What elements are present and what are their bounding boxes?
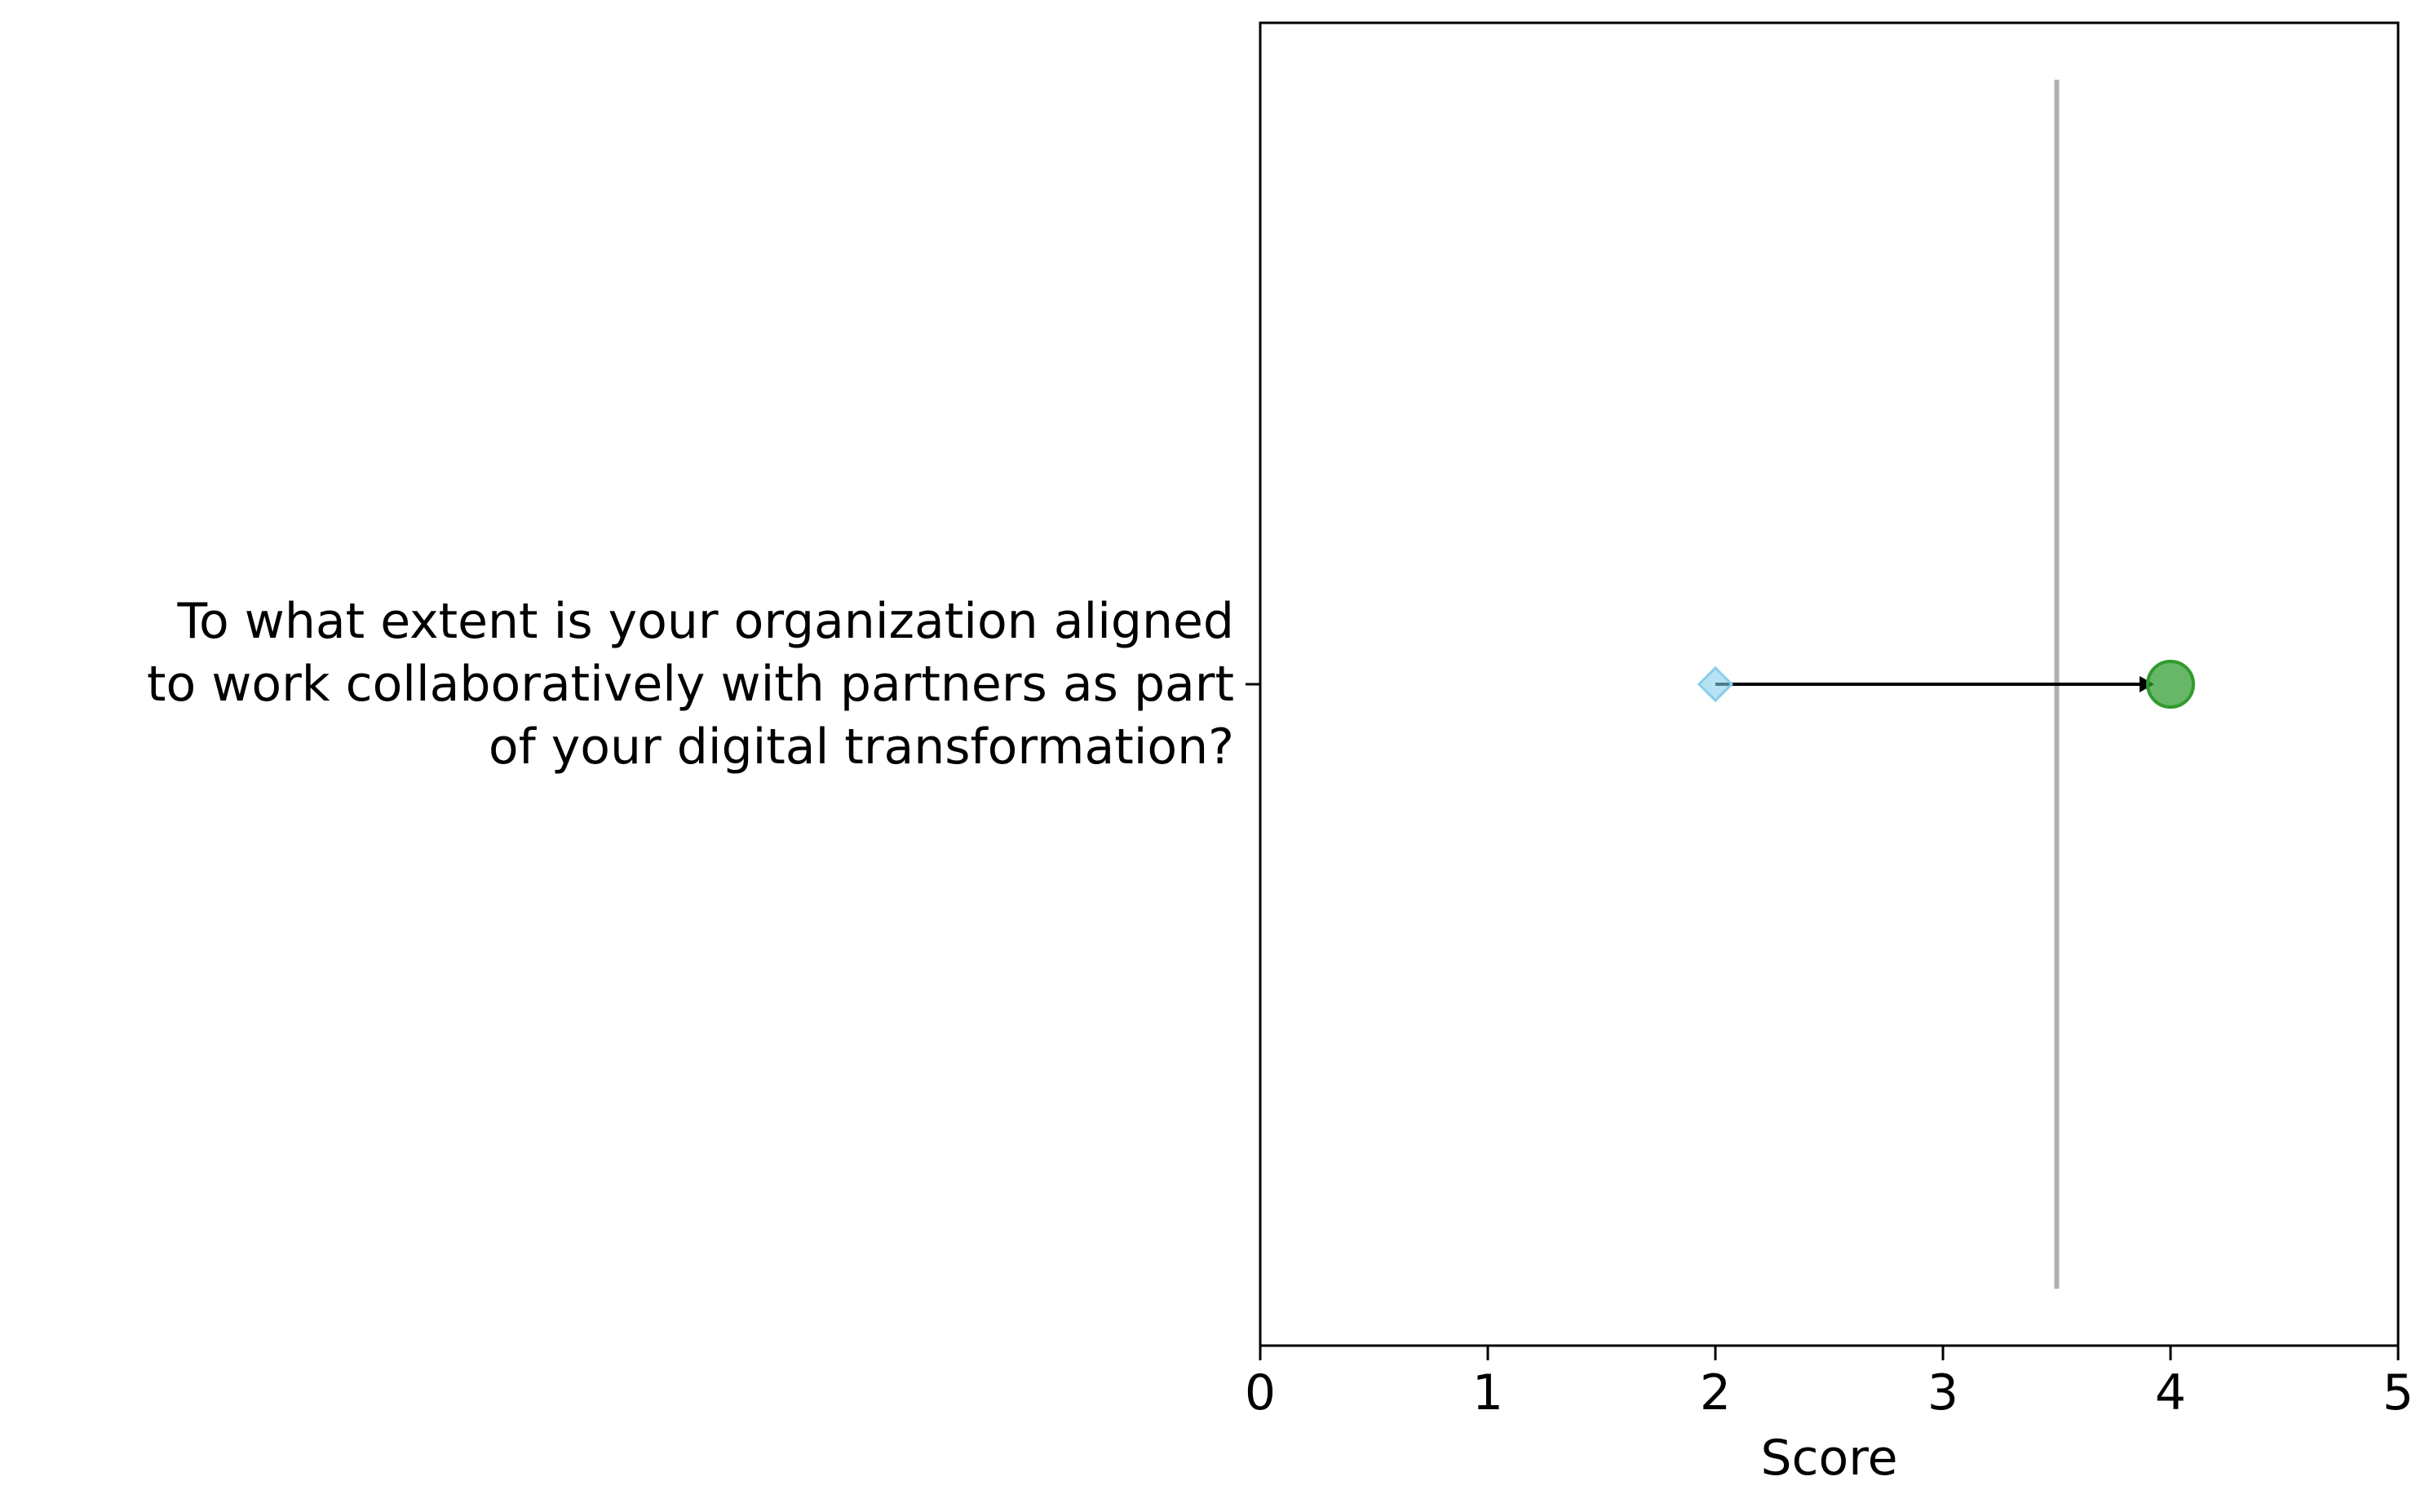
y-category-label-0: To what extent is your organization alig… (147, 593, 1234, 776)
change-arrows (1715, 676, 2154, 692)
x-tick-label-3: 3 (1927, 1364, 1958, 1421)
x-tick-label-4: 4 (2155, 1364, 2186, 1421)
start-marker-0 (1697, 665, 1734, 703)
end-marker-0 (2146, 660, 2195, 709)
data-markers (1697, 660, 2195, 709)
y-category-label-line: To what extent is your organization alig… (177, 593, 1234, 650)
x-tick-label-0: 0 (1245, 1364, 1276, 1421)
y-axis: To what extent is your organization alig… (147, 593, 1260, 776)
x-tick-label-1: 1 (1472, 1364, 1503, 1421)
y-category-label-line: of your digital transformation? (489, 718, 1234, 776)
x-axis-label: Score (1760, 1430, 1897, 1487)
x-tick-label-5: 5 (2383, 1364, 2414, 1421)
x-tick-label-2: 2 (1700, 1364, 1731, 1421)
y-category-label-line: to work collaboratively with partners as… (147, 656, 1234, 713)
x-axis: 0 1 2 3 4 5 (1245, 1346, 2414, 1421)
